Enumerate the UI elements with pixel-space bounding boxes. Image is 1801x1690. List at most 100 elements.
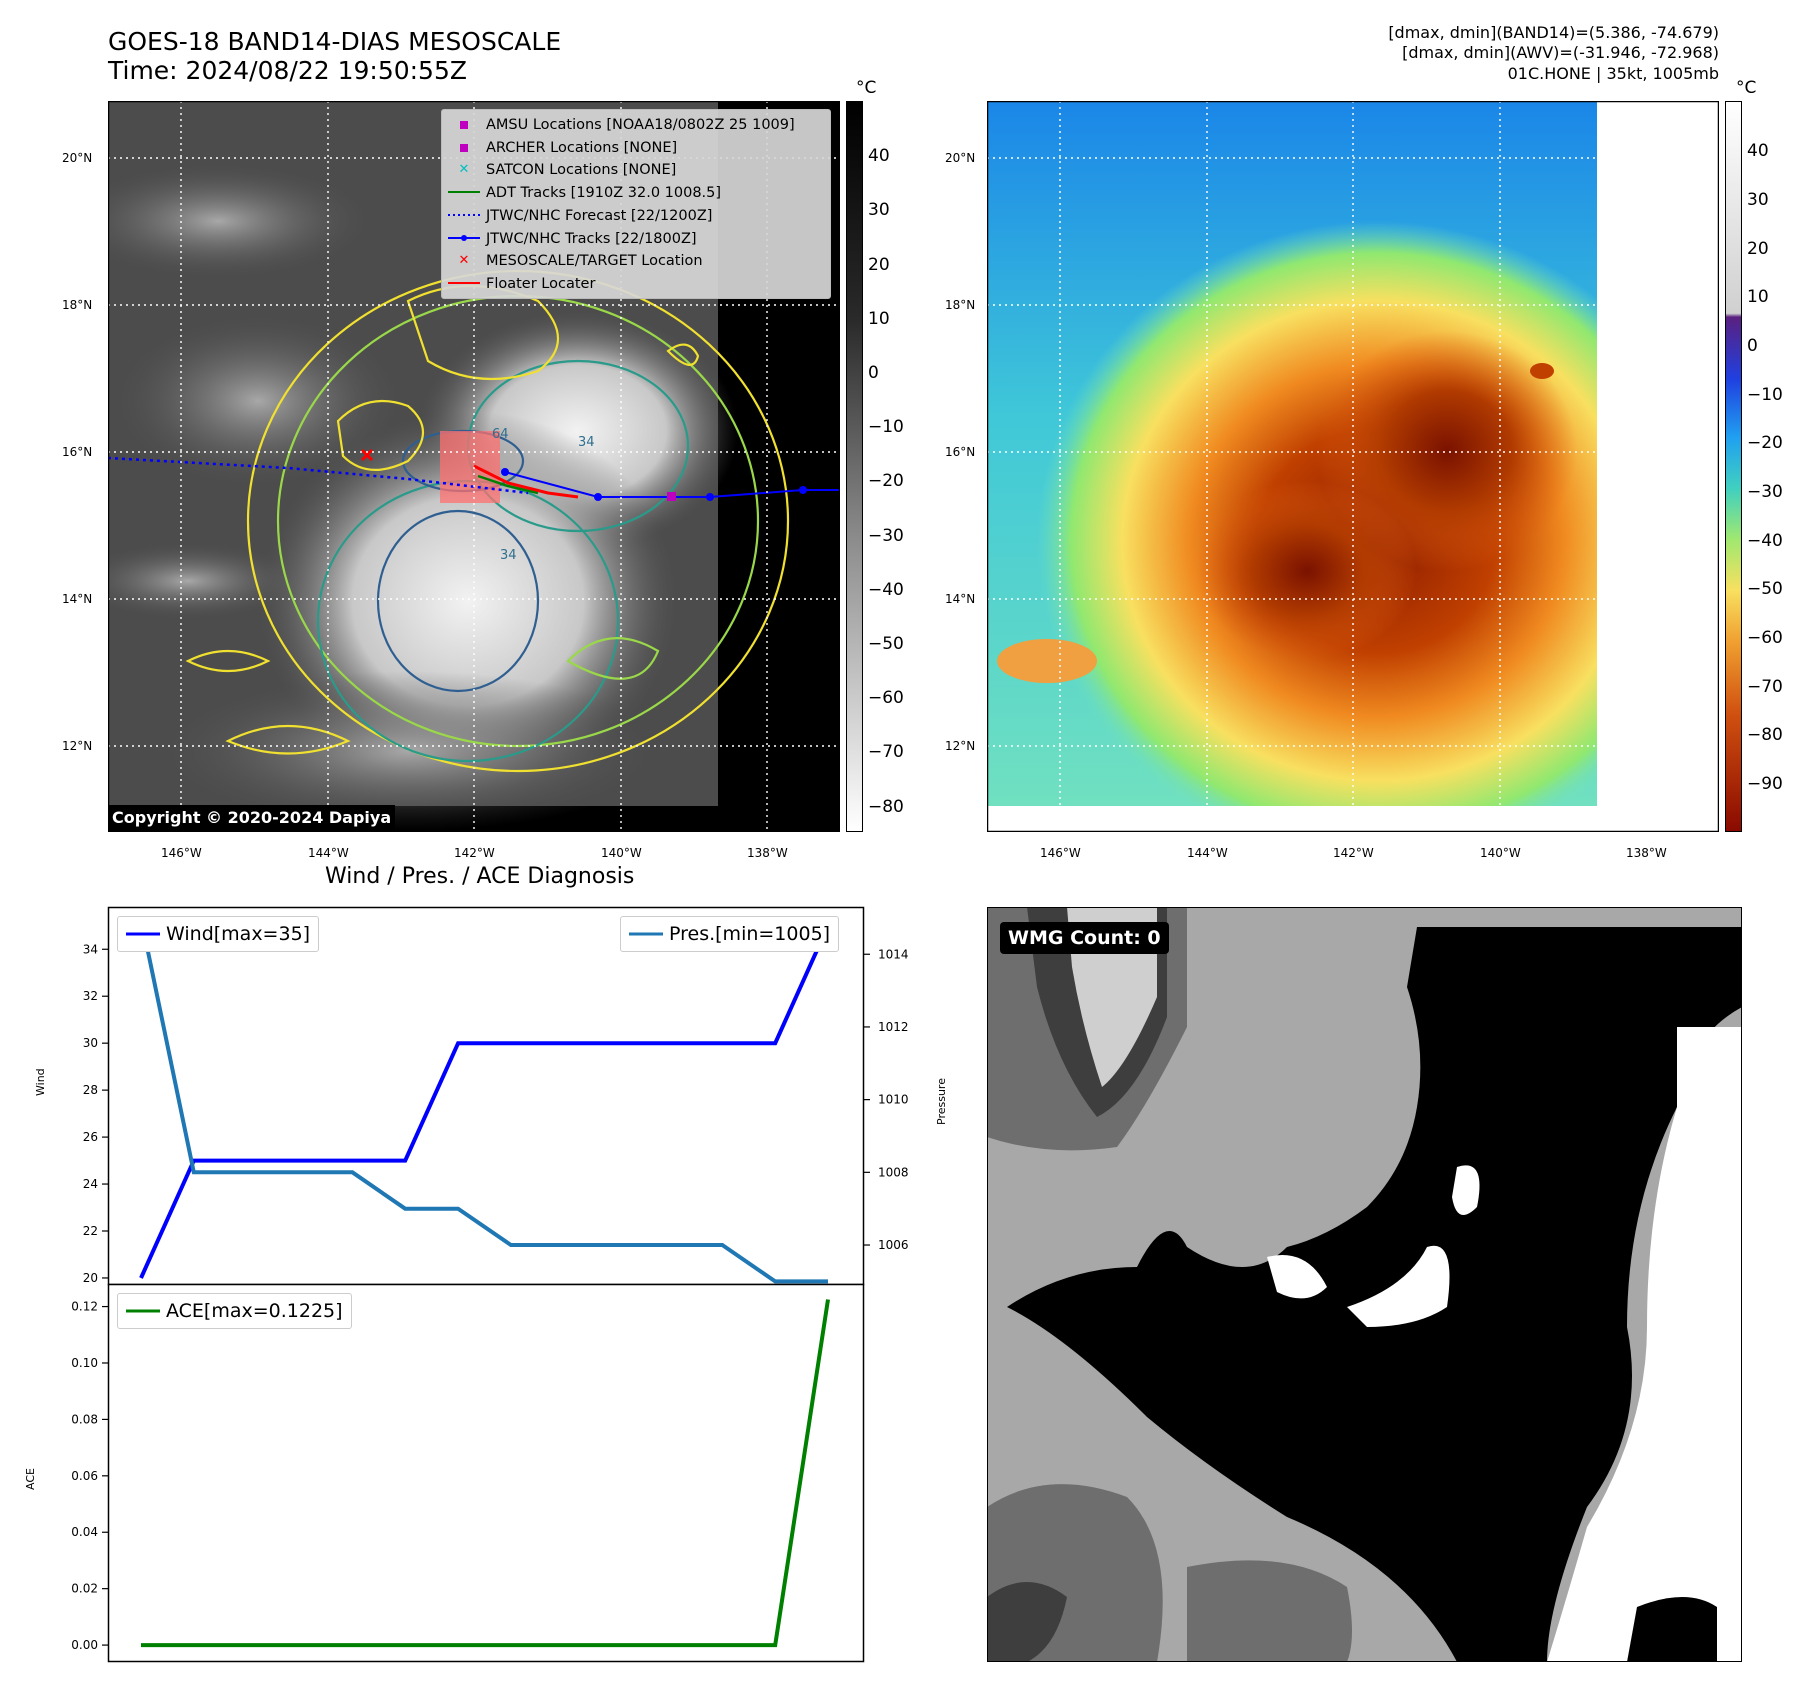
ace-tick-label: 0.04	[71, 1525, 98, 1539]
wmg-image	[987, 907, 1742, 1662]
lat-label: 16°N	[62, 445, 93, 459]
colorbar-tick: −40	[1747, 531, 1783, 551]
wind-tick-label: 30	[83, 1036, 98, 1050]
ace-tick-label: 0.08	[71, 1412, 98, 1426]
lon-label: 140°W	[1480, 846, 1521, 860]
colorbar-tick: −10	[1747, 385, 1783, 405]
figure-timestamp: Time: 2024/08/22 19:50:55Z	[108, 56, 467, 85]
legend-item-forecast: JTWC/NHC Forecast [22/1200Z]	[442, 205, 830, 228]
x-marker-icon: ✕	[458, 162, 470, 178]
legend-item-satcon: ✕ SATCON Locations [NONE]	[442, 159, 830, 182]
wind-tick-label: 24	[83, 1177, 98, 1191]
wind-axis: 34 32 30 28 26 24 22 20	[83, 942, 108, 1285]
colorbar-tick: −50	[868, 634, 904, 654]
band14-range-info: [dmax, dmin](BAND14)=(5.386, -74.679)	[1388, 23, 1719, 42]
colorbar-tick: −10	[868, 417, 904, 437]
legend-item-amsu: AMSU Locations [NOAA18/0802Z 25 1009]	[442, 114, 830, 137]
ace-axis: 0.12 0.10 0.08 0.06 0.04 0.02 0.00	[71, 1300, 108, 1652]
colorbar-tick: −30	[1747, 482, 1783, 502]
ace-tick-label: 0.12	[71, 1300, 98, 1314]
colorbar-tick: 20	[868, 255, 890, 275]
lon-label: 144°W	[308, 846, 349, 860]
colorbar-tick: 40	[1747, 141, 1769, 161]
ir-enhanced-map	[986, 100, 1720, 833]
wind-pressure-plot: 34 32 30 28 26 24 22 20 1014 1012 1010 1008 1006	[83, 906, 909, 1286]
colorbar-tick: −60	[868, 688, 904, 708]
colorbar-tick: 40	[868, 146, 890, 166]
wind-line	[139, 924, 830, 1279]
contour-label: 34	[578, 435, 595, 450]
legend-item-archer: ARCHER Locations [NONE]	[442, 137, 830, 160]
ir-grayscale-map: 64 34 34 AMSU Locations [NOAA18/0802Z 25…	[107, 100, 841, 833]
legend-item-adt: ADT Tracks [1910Z 32.0 1008.5]	[442, 182, 830, 205]
wind-tick-label: 22	[83, 1224, 98, 1238]
pressure-series	[139, 917, 828, 1284]
lat-label: 12°N	[945, 739, 976, 753]
pressure-axis: 1014 1012 1010 1008 1006	[864, 947, 909, 1252]
ace-tick-label: 0.02	[71, 1582, 98, 1596]
lon-label: 144°W	[1187, 846, 1228, 860]
wind-series	[139, 924, 830, 1279]
colorbar-tick: −20	[1747, 433, 1783, 453]
enhanced-colorbar	[1725, 101, 1742, 832]
lon-label: 138°W	[747, 846, 788, 860]
wind-tick-label: 26	[83, 1130, 98, 1144]
wmg-count-badge: WMG Count: 0	[1000, 922, 1169, 954]
wmg-panel: WMG Count: 0	[987, 907, 1742, 1662]
ace-line	[141, 1299, 830, 1648]
awv-range-info: [dmax, dmin](AWV)=(-31.946, -72.968)	[1402, 43, 1719, 62]
colorbar-tick: 30	[868, 200, 890, 220]
ace-legend-line-icon	[126, 1309, 160, 1313]
copyright-notice: Copyright © 2020-2024 Dapiya	[108, 805, 396, 831]
ace-tick-label: 0.10	[71, 1356, 98, 1370]
wind-tick-label: 34	[83, 942, 98, 956]
colorbar-tick: −70	[868, 742, 904, 762]
lat-label: 12°N	[62, 739, 93, 753]
grayscale-colorbar	[846, 101, 863, 832]
line-dot-icon	[442, 228, 486, 251]
line-marker-icon	[442, 182, 486, 205]
lon-label: 146°W	[161, 846, 202, 860]
pressure-tick-label: 1012	[878, 1020, 909, 1034]
lon-label: 146°W	[1040, 846, 1081, 860]
map-legend: AMSU Locations [NOAA18/0802Z 25 1009] AR…	[441, 109, 831, 299]
colorbar-tick: 10	[1747, 287, 1769, 307]
colorbar-unit: °C	[1736, 78, 1757, 98]
lon-label: 138°W	[1626, 846, 1667, 860]
colorbar-tick: −80	[1747, 725, 1783, 745]
lon-label: 142°W	[454, 846, 495, 860]
lat-label: 14°N	[62, 592, 93, 606]
colorbar-tick: −40	[868, 580, 904, 600]
lon-label: 142°W	[1333, 846, 1374, 860]
colorbar-tick: −50	[1747, 579, 1783, 599]
colorbar-tick: −60	[1747, 628, 1783, 648]
ace-series	[141, 1299, 830, 1648]
ace-plot: 0.12 0.10 0.08 0.06 0.04 0.02 0.00	[71, 1283, 865, 1663]
colorbar-tick: −80	[868, 797, 904, 817]
colorbar-tick: −30	[868, 526, 904, 546]
lat-label: 20°N	[62, 151, 93, 165]
colorbar-tick: 30	[1747, 190, 1769, 210]
ace-axis-label: ACE	[24, 1468, 37, 1490]
ace-tick-label: 0.00	[71, 1638, 98, 1652]
pressure-tick-label: 1006	[878, 1238, 909, 1252]
dotted-line-icon	[442, 205, 486, 228]
contour-label: 34	[500, 548, 517, 563]
lat-label: 18°N	[62, 298, 93, 312]
wind-tick-label: 28	[83, 1083, 98, 1097]
wind-tick-label: 20	[83, 1271, 98, 1285]
wind-axis-label: Wind	[34, 1068, 47, 1096]
figure-title: GOES-18 BAND14-DIAS MESOSCALE	[108, 27, 562, 56]
colorbar-tick: 0	[868, 363, 879, 383]
pressure-tick-label: 1008	[878, 1165, 909, 1179]
lon-label: 140°W	[601, 846, 642, 860]
colorbar-tick: −70	[1747, 677, 1783, 697]
storm-info: 01C.HONE | 35kt, 1005mb	[1507, 64, 1719, 83]
pressure-axis-label: Pressure	[935, 1078, 948, 1125]
legend-item-floater: Floater Locater	[442, 273, 830, 296]
square-marker-icon	[442, 137, 486, 160]
line-marker-icon	[442, 273, 486, 296]
wind-legend-line-icon	[126, 932, 160, 936]
diagnosis-title: Wind / Pres. / ACE Diagnosis	[325, 864, 635, 889]
colorbar-unit: °C	[856, 78, 877, 98]
